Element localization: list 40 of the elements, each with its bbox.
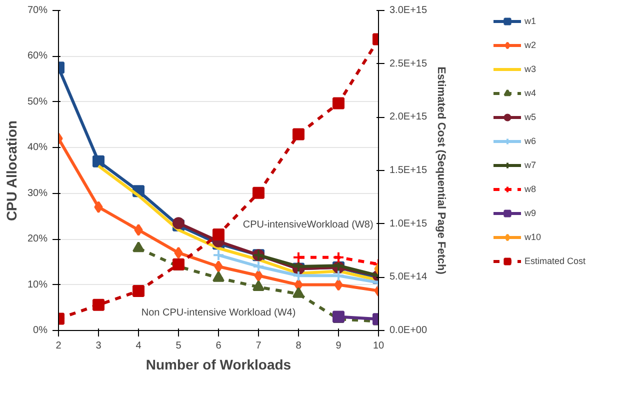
x-tick-label: 7 xyxy=(256,340,262,352)
y2-tick-label: 1.0E+15 xyxy=(390,218,428,230)
y-tick-label: 10% xyxy=(27,279,48,290)
x-tick-label: 10 xyxy=(372,340,384,352)
legend-label: w3 xyxy=(524,64,537,74)
legend-label: w7 xyxy=(524,160,537,170)
legend-label: w5 xyxy=(524,112,537,122)
annotation: Non CPU-intensive Workload (W4) xyxy=(141,307,296,318)
legend-label: Estimated Cost xyxy=(524,256,586,266)
y-axis-title: CPU Allocation xyxy=(3,120,20,222)
legend-label: w9 xyxy=(524,208,537,218)
x-tick-label: 4 xyxy=(136,340,142,352)
x-tick-label: 3 xyxy=(96,340,102,352)
y-tick-label: 30% xyxy=(27,188,48,199)
y-tick-label: 70% xyxy=(27,5,48,16)
y2-tick-label: 1.5E+15 xyxy=(390,165,428,176)
y-tick-label: 40% xyxy=(27,142,48,154)
y2-tick-label: 0.0E+00 xyxy=(390,325,428,336)
legend-label: w4 xyxy=(524,88,537,98)
legend-label: w10 xyxy=(524,232,542,242)
legend-label: w1 xyxy=(524,16,537,26)
legend-label: w8 xyxy=(524,184,537,194)
y2-tick-label: 5.0E+14 xyxy=(390,272,428,283)
x-axis-title: Number of Workloads xyxy=(146,356,292,372)
y2-axis-title: Estimated Cost (Sequential Page Fetch) xyxy=(435,66,448,275)
legend-label: w2 xyxy=(524,40,537,50)
y-tick-label: 50% xyxy=(27,96,48,108)
legend-label: w6 xyxy=(524,136,537,146)
annotation: CPU-intensiveWorkload (W8) xyxy=(242,219,374,230)
y-tick-label: 0% xyxy=(33,325,48,336)
y2-tick-label: 2.0E+15 xyxy=(390,112,428,123)
x-tick-label: 8 xyxy=(296,340,302,352)
y-tick-label: 20% xyxy=(27,234,48,245)
y-tick-label: 60% xyxy=(27,50,48,62)
x-tick-label: 2 xyxy=(56,340,62,352)
y2-tick-label: 3.0E+15 xyxy=(390,5,428,16)
y2-tick-label: 2.5E+15 xyxy=(390,58,428,70)
x-tick-label: 5 xyxy=(176,340,182,352)
x-tick-label: 9 xyxy=(336,340,342,352)
x-tick-label: 6 xyxy=(216,340,222,352)
